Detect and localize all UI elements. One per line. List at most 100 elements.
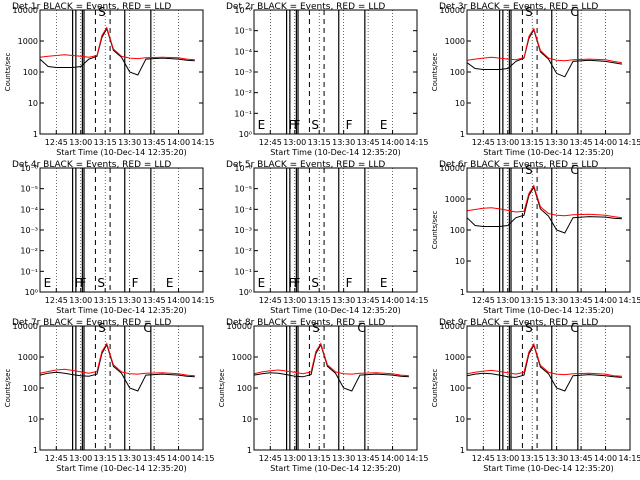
- state-marker: C: [570, 321, 578, 335]
- panel-title: Det 6r BLACK = Events, RED = LLD: [439, 160, 598, 170]
- panel-title: Det 3r BLACK = Events, RED = LLD: [439, 2, 598, 12]
- x-tick-label: 13:15: [521, 454, 544, 463]
- x-axis-label: Start Time (10-Dec-14 12:35:20): [56, 464, 187, 473]
- detector-panel-6: Det 6r BLACK = Events, RED = LLD 1 10 100 10…: [431, 160, 640, 315]
- x-tick-label: 12:45: [45, 296, 68, 305]
- panel-title: Det 8r BLACK = Events, RED = LLD: [226, 318, 385, 328]
- y-tick-label: 10000: [440, 6, 465, 15]
- x-tick-label: 13:00: [283, 138, 306, 147]
- y-tick-label: 10⁻²: [234, 89, 252, 98]
- y-tick-label: 10⁻³: [234, 226, 252, 235]
- y-tick-label: 10⁻⁶: [234, 6, 252, 15]
- x-tick-label: 13:45: [143, 138, 166, 147]
- y-tick-label: 10000: [227, 322, 252, 331]
- state-marker: S: [525, 5, 533, 19]
- x-tick-label: 13:15: [521, 138, 544, 147]
- y-axis-label: Counts/sec: [431, 211, 439, 250]
- detector-panel-7: Det 7r BLACK = Events, RED = LLD 1 10 100 10…: [4, 318, 215, 473]
- y-tick-label: 1: [33, 446, 38, 455]
- x-tick-label: 13:30: [118, 138, 141, 147]
- y-tick-label: 10⁻⁴: [234, 205, 252, 214]
- y-tick-label: 100: [450, 384, 465, 393]
- x-tick-label: 13:30: [545, 138, 568, 147]
- x-axis-label: Start Time (10-Dec-14 12:35:20): [56, 148, 187, 157]
- x-tick-label: 13:00: [283, 296, 306, 305]
- y-tick-label: 10⁻³: [234, 68, 252, 77]
- panel-title: Det 7r BLACK = Events, RED = LLD: [12, 318, 171, 328]
- x-tick-label: 12:45: [259, 138, 282, 147]
- state-marker: C: [143, 321, 151, 335]
- state-marker: F: [293, 118, 300, 132]
- x-tick-label: 14:00: [381, 454, 404, 463]
- state-marker: E: [44, 276, 52, 290]
- x-tick-label: 14:15: [405, 296, 428, 305]
- x-tick-label: 13:45: [357, 138, 380, 147]
- x-tick-label: 13:30: [545, 454, 568, 463]
- state-marker: E: [258, 276, 266, 290]
- x-tick-label: 14:15: [618, 454, 640, 463]
- x-tick-label: 13:30: [118, 454, 141, 463]
- x-axis-label: Start Time (10-Dec-14 12:35:20): [483, 306, 614, 315]
- detector-panel-2: Det 2r BLACK = Events, RED = LLD 10⁰ 10⁻¹ 1…: [226, 2, 429, 157]
- y-tick-label: 100: [450, 68, 465, 77]
- y-tick-label: 10⁰: [25, 288, 38, 297]
- y-tick-label: 10: [455, 257, 465, 266]
- series-lld: [253, 342, 409, 377]
- y-tick-label: 1000: [232, 353, 252, 362]
- x-tick-label: 13:45: [143, 454, 166, 463]
- x-tick-label: 14:00: [594, 454, 617, 463]
- x-tick-label: 14:15: [191, 454, 214, 463]
- x-tick-label: 14:00: [167, 296, 190, 305]
- detector-panel-9: Det 9r BLACK = Events, RED = LLD 1 10 100 10…: [431, 318, 640, 473]
- y-tick-label: 1: [460, 288, 465, 297]
- x-tick-label: 13:45: [357, 454, 380, 463]
- x-axis-label: Start Time (10-Dec-14 12:35:20): [483, 148, 614, 157]
- state-marker: F: [293, 276, 300, 290]
- series-lld: [466, 27, 622, 64]
- y-tick-label: 10: [28, 415, 38, 424]
- y-tick-label: 10⁻¹: [20, 267, 38, 276]
- x-tick-label: 13:00: [496, 454, 519, 463]
- x-tick-label: 14:00: [167, 138, 190, 147]
- y-tick-label: 1: [460, 130, 465, 139]
- state-marker: C: [570, 5, 578, 19]
- x-tick-label: 13:30: [332, 138, 355, 147]
- y-tick-label: 10⁻⁴: [234, 47, 252, 56]
- x-tick-label: 14:00: [381, 138, 404, 147]
- x-tick-label: 14:15: [405, 454, 428, 463]
- state-marker: S: [97, 276, 105, 290]
- panel-title: Det 4r BLACK = Events, RED = LLD: [12, 160, 171, 170]
- x-tick-label: 13:00: [69, 296, 92, 305]
- state-marker: F: [346, 118, 353, 132]
- state-marker: F: [75, 276, 82, 290]
- state-marker: F: [132, 276, 139, 290]
- state-marker: C: [570, 163, 578, 177]
- x-tick-label: 12:45: [472, 454, 495, 463]
- x-tick-label: 13:15: [94, 454, 117, 463]
- series-lld: [466, 184, 622, 219]
- x-tick-label: 14:00: [167, 454, 190, 463]
- y-tick-label: 10⁻²: [234, 247, 252, 256]
- x-tick-label: 13:45: [570, 296, 593, 305]
- x-tick-label: 13:15: [94, 296, 117, 305]
- y-tick-label: 10000: [440, 322, 465, 331]
- state-marker: S: [525, 163, 533, 177]
- state-marker: S: [98, 5, 106, 19]
- x-tick-label: 14:00: [594, 296, 617, 305]
- x-tick-label: 13:00: [69, 138, 92, 147]
- x-tick-label: 14:00: [594, 138, 617, 147]
- y-tick-label: 1000: [18, 37, 38, 46]
- detector-panel-1: Det 1r BLACK = Events, RED = LLD 1 10 100 10…: [4, 2, 215, 157]
- y-tick-label: 10: [242, 415, 252, 424]
- x-tick-label: 12:45: [259, 454, 282, 463]
- state-marker: S: [311, 118, 319, 132]
- x-tick-label: 13:15: [308, 454, 331, 463]
- state-marker: C: [357, 321, 365, 335]
- x-tick-label: 13:15: [94, 138, 117, 147]
- x-tick-label: 13:30: [332, 296, 355, 305]
- x-tick-label: 13:00: [496, 296, 519, 305]
- y-tick-label: 10: [455, 415, 465, 424]
- y-tick-label: 10000: [440, 164, 465, 173]
- x-tick-label: 13:30: [118, 296, 141, 305]
- y-tick-label: 10000: [13, 322, 38, 331]
